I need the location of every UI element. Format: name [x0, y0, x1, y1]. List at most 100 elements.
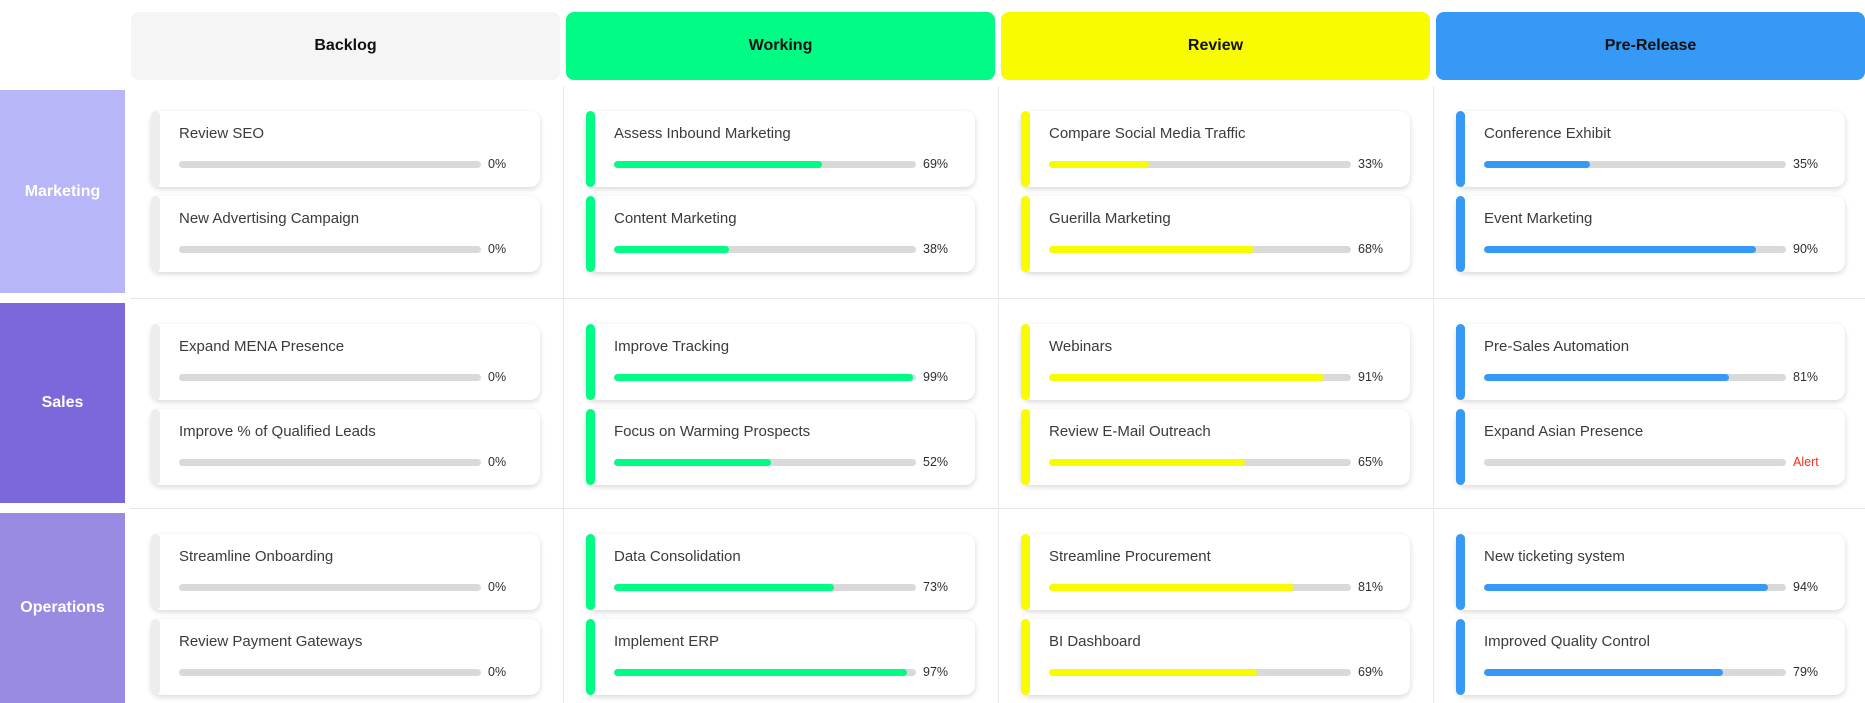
kanban-card[interactable]: Expand MENA Presence 0%: [151, 324, 540, 400]
progress-percent-label: 69%: [1358, 665, 1384, 679]
kanban-card[interactable]: BI Dashboard 69%: [1021, 619, 1410, 695]
progress-percent-label: 35%: [1793, 157, 1819, 171]
progress-bar: [614, 245, 916, 253]
card-progress-row: 0%: [179, 371, 524, 383]
kanban-card[interactable]: Content Marketing 38%: [586, 196, 975, 272]
kanban-card[interactable]: Event Marketing 90%: [1456, 196, 1845, 272]
board-corner-spacer: [0, 12, 125, 80]
card-accent-bar: [1021, 534, 1030, 610]
kanban-card[interactable]: Improve % of Qualified Leads 0%: [151, 409, 540, 485]
board-cell-sales-review: Webinars 91% Review E-Mail Outreach 65%: [1001, 303, 1430, 503]
kanban-card[interactable]: Pre-Sales Automation 81%: [1456, 324, 1845, 400]
card-title: Focus on Warming Prospects: [614, 423, 811, 440]
card-progress-row: 35%: [1484, 158, 1829, 170]
card-accent-bar: [586, 111, 595, 187]
kanban-card[interactable]: Expand Asian Presence Alert: [1456, 409, 1845, 485]
progress-percent-label: 81%: [1793, 370, 1819, 384]
row-label-marketing: Marketing: [0, 90, 125, 293]
card-accent-bar: [1456, 619, 1465, 695]
progress-bar-fill: [1049, 668, 1258, 676]
card-title: Streamline Onboarding: [179, 548, 334, 565]
progress-bar: [1049, 245, 1351, 253]
card-progress-row: 52%: [614, 456, 959, 468]
card-progress-row: 33%: [1049, 158, 1394, 170]
kanban-card[interactable]: Improved Quality Control 79%: [1456, 619, 1845, 695]
kanban-card[interactable]: Conference Exhibit 35%: [1456, 111, 1845, 187]
kanban-card[interactable]: Implement ERP 97%: [586, 619, 975, 695]
card-accent-bar: [586, 409, 595, 485]
card-title: Review SEO: [179, 125, 265, 142]
progress-bar: [1049, 160, 1351, 168]
card-title: Event Marketing: [1484, 210, 1593, 227]
progress-bar: [1484, 245, 1786, 253]
progress-bar-fill: [614, 668, 907, 676]
progress-bar-fill: [1049, 583, 1294, 591]
progress-bar-fill: [614, 160, 823, 168]
progress-percent-label: 0%: [488, 580, 507, 594]
card-title: Content Marketing: [614, 210, 737, 227]
kanban-card[interactable]: Webinars 91%: [1021, 324, 1410, 400]
progress-bar-fill: [1049, 160, 1149, 168]
progress-percent-label: 52%: [923, 455, 949, 469]
progress-bar-fill: [614, 373, 913, 381]
progress-percent-label: 69%: [923, 157, 949, 171]
progress-percent-label: 73%: [923, 580, 949, 594]
progress-bar: [179, 458, 481, 466]
kanban-card[interactable]: Review SEO 0%: [151, 111, 540, 187]
progress-percent-label: 79%: [1793, 665, 1819, 679]
board-cell-operations-review: Streamline Procurement 81% BI Dashboard …: [1001, 513, 1430, 703]
kanban-card[interactable]: Improve Tracking 99%: [586, 324, 975, 400]
kanban-card[interactable]: New Advertising Campaign 0%: [151, 196, 540, 272]
card-title: Implement ERP: [614, 633, 720, 650]
kanban-card[interactable]: Guerilla Marketing 68%: [1021, 196, 1410, 272]
card-title: Pre-Sales Automation: [1484, 338, 1630, 355]
progress-bar: [1484, 373, 1786, 381]
card-accent-bar: [1021, 111, 1030, 187]
progress-percent-label: 65%: [1358, 455, 1384, 469]
card-accent-bar: [1456, 196, 1465, 272]
progress-bar-fill: [1484, 373, 1729, 381]
progress-percent-label: 68%: [1358, 242, 1384, 256]
column-divider: [1433, 86, 1434, 703]
column-divider: [998, 86, 999, 703]
progress-bar: [179, 245, 481, 253]
card-title: Improve Tracking: [614, 338, 730, 355]
progress-bar: [1484, 160, 1786, 168]
card-accent-bar: [151, 619, 160, 695]
progress-bar: [1484, 458, 1786, 466]
progress-bar: [1484, 583, 1786, 591]
kanban-card[interactable]: Review E-Mail Outreach 65%: [1021, 409, 1410, 485]
progress-bar: [179, 160, 481, 168]
card-progress-row: 0%: [179, 666, 524, 678]
kanban-card[interactable]: Assess Inbound Marketing 69%: [586, 111, 975, 187]
progress-bar: [614, 160, 916, 168]
card-progress-row: 99%: [614, 371, 959, 383]
card-title: Review E-Mail Outreach: [1049, 423, 1211, 440]
progress-percent-label: 0%: [488, 665, 507, 679]
card-accent-bar: [1021, 619, 1030, 695]
card-accent-bar: [151, 324, 160, 400]
kanban-card[interactable]: Compare Social Media Traffic 33%: [1021, 111, 1410, 187]
kanban-card[interactable]: Streamline Onboarding 0%: [151, 534, 540, 610]
board-cell-operations-backlog: Streamline Onboarding 0% Review Payment …: [131, 513, 560, 703]
progress-percent-label: 0%: [488, 455, 507, 469]
card-progress-row: 0%: [179, 158, 524, 170]
card-progress-row: 73%: [614, 581, 959, 593]
progress-bar-fill: [1049, 373, 1324, 381]
progress-percent-label: 90%: [1793, 242, 1819, 256]
card-accent-bar: [1456, 111, 1465, 187]
card-accent-bar: [151, 409, 160, 485]
progress-bar-fill: [1484, 583, 1768, 591]
kanban-card[interactable]: Streamline Procurement 81%: [1021, 534, 1410, 610]
kanban-card[interactable]: New ticketing system 94%: [1456, 534, 1845, 610]
kanban-card[interactable]: Data Consolidation 73%: [586, 534, 975, 610]
progress-percent-label: 0%: [488, 242, 507, 256]
kanban-card[interactable]: Review Payment Gateways 0%: [151, 619, 540, 695]
progress-bar-fill: [1484, 245, 1756, 253]
kanban-card[interactable]: Focus on Warming Prospects 52%: [586, 409, 975, 485]
progress-bar: [1049, 373, 1351, 381]
board-cell-sales-working: Improve Tracking 99% Focus on Warming Pr…: [566, 303, 995, 503]
card-accent-bar: [586, 196, 595, 272]
card-title: Expand Asian Presence: [1484, 423, 1644, 440]
